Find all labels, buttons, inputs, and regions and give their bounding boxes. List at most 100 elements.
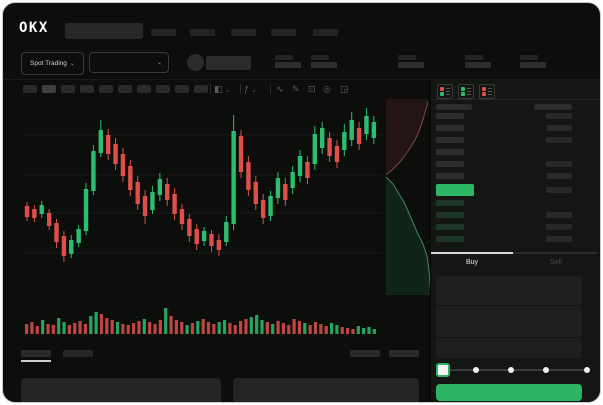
- draw-icon[interactable]: ✎: [292, 84, 300, 94]
- timeframe-button-5[interactable]: [99, 85, 113, 93]
- orderbook-header-price: [436, 104, 472, 110]
- icon-block: [440, 92, 444, 96]
- chart-range-control-1[interactable]: [350, 350, 380, 357]
- depth-chart[interactable]: [385, 98, 432, 296]
- candlestick-chart: [21, 108, 383, 334]
- active-tab-underline: [21, 360, 51, 362]
- bottom-panel-left: [21, 378, 221, 402]
- bid-price-placeholder: [436, 224, 464, 230]
- icon-line: [467, 88, 471, 89]
- slider-stop-2[interactable]: [473, 367, 479, 373]
- icon-line: [446, 88, 450, 89]
- ask-amount-placeholder: [546, 125, 572, 131]
- stat-value-1: [275, 62, 301, 68]
- slider-stop-4[interactable]: [543, 367, 549, 373]
- chart-range-control-2[interactable]: [389, 350, 419, 357]
- chart-style-dropdown[interactable]: ◧ ⌄: [214, 84, 231, 94]
- ask-price-placeholder: [436, 149, 464, 155]
- timeframe-button-6[interactable]: [118, 85, 132, 93]
- coin-avatar: [187, 54, 204, 71]
- ask-amount-placeholder: [546, 113, 572, 119]
- icon-line: [488, 88, 492, 89]
- book-bids-icon[interactable]: [458, 84, 474, 99]
- buy-submit-button[interactable]: [436, 384, 582, 401]
- timeframe-button-10[interactable]: [194, 85, 208, 93]
- book-asks-icon[interactable]: [479, 84, 495, 99]
- last-price-badge: [436, 184, 474, 196]
- form-divider: [436, 305, 582, 306]
- chevron-down-icon: ⌄: [69, 60, 75, 67]
- ask-amount-placeholder: [546, 161, 572, 167]
- nav-item-5[interactable]: [313, 29, 338, 36]
- form-divider: [436, 337, 582, 338]
- icon-line: [467, 94, 471, 95]
- ask-amount-placeholder: [546, 137, 572, 143]
- icon-line: [488, 94, 492, 95]
- bid-amount-placeholder: [546, 236, 572, 242]
- market-type-dropdown[interactable]: Spot Trading ⌄: [21, 52, 84, 75]
- icon-line: [467, 91, 471, 92]
- nav-item-1[interactable]: [151, 29, 176, 36]
- bottom-panel-right: [233, 378, 419, 402]
- slider-stop-5[interactable]: [584, 367, 590, 373]
- total-field[interactable]: [436, 338, 582, 358]
- icon-block: [461, 87, 465, 91]
- timeframe-button-1[interactable]: [23, 85, 37, 93]
- nav-item-2[interactable]: [190, 29, 215, 36]
- settings-icon[interactable]: ◎: [323, 84, 331, 94]
- okx-logo: OKX: [19, 20, 49, 36]
- amount-field[interactable]: [436, 306, 582, 337]
- price-field[interactable]: [436, 276, 582, 305]
- market-type-label: Spot Trading: [30, 60, 67, 67]
- tab-sell[interactable]: Sell: [550, 259, 562, 266]
- bid-price-placeholder: [436, 212, 464, 218]
- toolbar-divider: [240, 84, 241, 94]
- orders-tab-2[interactable]: [63, 350, 93, 357]
- timeframe-button-8[interactable]: [156, 85, 170, 93]
- timeframe-button-7[interactable]: [137, 85, 151, 93]
- chart-area[interactable]: [21, 96, 385, 340]
- last-amount-placeholder: [546, 187, 572, 193]
- stat-label-3: [398, 55, 416, 60]
- icon-line: [488, 91, 492, 92]
- book-combined-icon[interactable]: [437, 84, 453, 99]
- timeframe-button-9[interactable]: [175, 85, 189, 93]
- ask-price-placeholder: [436, 173, 464, 179]
- timeframe-button-4[interactable]: [80, 85, 94, 93]
- search-input[interactable]: [65, 23, 143, 39]
- stat-value-3: [398, 62, 424, 68]
- nav-item-4[interactable]: [271, 29, 296, 36]
- orderbook-header-amount: [534, 104, 572, 110]
- orderbook-divider: [431, 99, 600, 100]
- nav-item-3[interactable]: [231, 29, 256, 36]
- toolbar-divider: [270, 84, 271, 94]
- bid-price-placeholder: [436, 236, 464, 242]
- timeframe-button-2[interactable]: [42, 85, 56, 93]
- depth-chart-svg: [385, 99, 432, 296]
- snapshot-icon[interactable]: ⊡: [308, 84, 316, 94]
- tab-track: [431, 252, 597, 254]
- icon-block: [461, 92, 465, 96]
- bid-amount-placeholder: [546, 212, 572, 218]
- orders-tab-active[interactable]: [21, 350, 51, 357]
- line-tool-icon[interactable]: ∿: [276, 84, 284, 94]
- timeframe-button-3[interactable]: [61, 85, 75, 93]
- pair-name-placeholder: [206, 56, 251, 70]
- stat-label-1: [275, 55, 293, 60]
- pair-selector-dropdown[interactable]: ⌄: [89, 52, 169, 73]
- chevron-down-icon: ⌄: [156, 59, 162, 66]
- stat-label-2: [311, 55, 329, 60]
- fullscreen-icon[interactable]: ◲: [340, 84, 349, 94]
- stat-label-4: [465, 55, 483, 60]
- ask-price-placeholder: [436, 137, 464, 143]
- tab-buy[interactable]: Buy: [465, 259, 479, 266]
- amount-slider-track[interactable]: [440, 369, 588, 371]
- stat-label-5: [520, 55, 538, 60]
- ask-amount-placeholder: [546, 173, 572, 179]
- buy-tab-indicator: [431, 252, 513, 254]
- stat-value-5: [520, 62, 546, 68]
- indicators-dropdown[interactable]: ƒ ⌄: [244, 84, 257, 94]
- amount-slider-handle[interactable]: [436, 363, 450, 377]
- slider-stop-3[interactable]: [508, 367, 514, 373]
